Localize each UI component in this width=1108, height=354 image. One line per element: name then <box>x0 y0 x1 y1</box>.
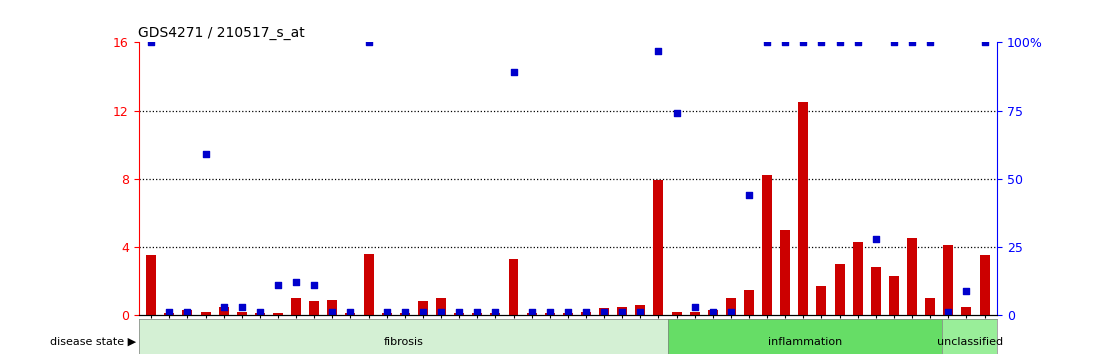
Bar <box>907 238 917 315</box>
Point <box>668 110 686 116</box>
Point <box>215 304 233 310</box>
Bar <box>708 310 718 315</box>
Bar <box>943 245 953 315</box>
Point <box>523 309 541 315</box>
Bar <box>291 298 301 315</box>
Point <box>649 48 667 53</box>
Point <box>849 40 866 45</box>
Bar <box>599 308 609 315</box>
Bar <box>545 313 555 315</box>
Point <box>269 282 287 288</box>
Point <box>903 40 921 45</box>
Text: unclassified: unclassified <box>936 337 1003 347</box>
Point <box>686 304 704 310</box>
Bar <box>164 313 174 315</box>
Bar <box>817 286 827 315</box>
Text: disease state ▶: disease state ▶ <box>50 337 136 347</box>
Point <box>885 40 903 45</box>
Bar <box>363 254 373 315</box>
Point <box>866 236 884 241</box>
Point <box>341 309 359 315</box>
Point <box>378 309 396 315</box>
Text: fibrosis: fibrosis <box>383 337 423 347</box>
Point <box>704 309 721 315</box>
Bar <box>762 175 772 315</box>
Point <box>831 40 849 45</box>
Bar <box>635 305 645 315</box>
Bar <box>400 313 410 315</box>
Bar <box>309 302 319 315</box>
Point <box>577 309 595 315</box>
Bar <box>726 298 736 315</box>
Bar <box>418 302 428 315</box>
Bar <box>745 290 753 315</box>
Bar <box>671 312 681 315</box>
Bar <box>237 312 247 315</box>
Bar <box>273 313 283 315</box>
Point <box>777 40 794 45</box>
Point <box>178 309 196 315</box>
Bar <box>979 256 989 315</box>
Bar <box>382 313 391 315</box>
Point <box>541 309 558 315</box>
Bar <box>617 307 627 315</box>
Bar <box>834 264 844 315</box>
Bar <box>255 313 265 315</box>
Point <box>414 309 432 315</box>
Bar <box>563 313 573 315</box>
Bar <box>889 276 899 315</box>
Text: inflammation: inflammation <box>768 337 842 347</box>
Point <box>504 70 522 75</box>
Bar <box>689 312 699 315</box>
Point <box>940 309 957 315</box>
Point <box>306 282 324 288</box>
Point <box>957 288 975 293</box>
Point <box>560 309 577 315</box>
Point <box>614 309 632 315</box>
Point <box>252 309 269 315</box>
Bar <box>454 313 464 315</box>
Text: GDS4271 / 210517_s_at: GDS4271 / 210517_s_at <box>138 26 305 40</box>
Point <box>450 309 468 315</box>
Bar <box>925 298 935 315</box>
Point <box>632 309 649 315</box>
Bar <box>654 181 664 315</box>
Bar <box>472 313 482 315</box>
Point <box>432 309 450 315</box>
Point <box>287 280 305 285</box>
Point <box>595 309 613 315</box>
Bar <box>327 300 337 315</box>
Point <box>360 40 378 45</box>
Point <box>469 309 486 315</box>
Point <box>794 40 812 45</box>
Bar <box>346 313 356 315</box>
Point <box>324 309 341 315</box>
Bar <box>183 310 193 315</box>
Bar <box>218 307 228 315</box>
Point <box>142 40 160 45</box>
Bar <box>962 307 972 315</box>
Point <box>812 40 830 45</box>
Bar <box>853 242 863 315</box>
Bar <box>491 313 501 315</box>
Bar <box>201 312 211 315</box>
Point <box>758 40 776 45</box>
Bar <box>581 312 591 315</box>
Bar <box>780 230 790 315</box>
Bar <box>526 313 536 315</box>
Point <box>740 192 758 198</box>
Point <box>161 309 178 315</box>
Bar <box>799 102 809 315</box>
Bar <box>871 267 881 315</box>
Point <box>396 309 413 315</box>
Point <box>233 304 250 310</box>
Point <box>976 40 994 45</box>
Point <box>486 309 504 315</box>
Point <box>922 40 940 45</box>
Bar <box>509 259 519 315</box>
Point <box>196 152 214 157</box>
Bar <box>437 298 447 315</box>
Point <box>722 309 740 315</box>
Bar <box>146 256 156 315</box>
